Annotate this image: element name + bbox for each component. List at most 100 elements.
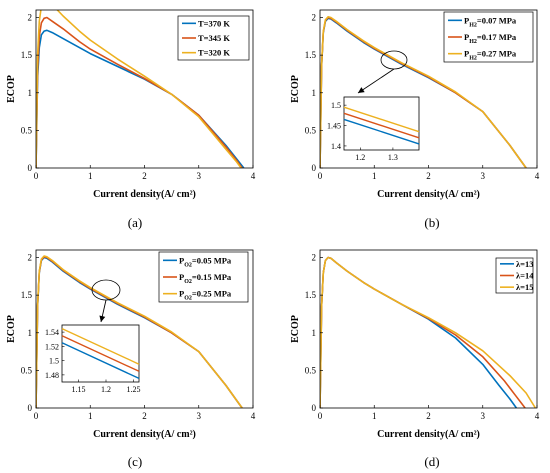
y-tick-label: 2 xyxy=(28,253,33,263)
legend-entry: λ=13 xyxy=(516,259,534,269)
legend-suffix: =0.15 MPa xyxy=(192,272,232,282)
inset-y-tick-label: 1.45 xyxy=(327,122,341,131)
panel-caption: (d) xyxy=(424,454,439,469)
panel-caption: (a) xyxy=(128,215,142,230)
legend-suffix: =0.07 MPa xyxy=(477,15,517,25)
legend-entry: λ=15 xyxy=(516,282,534,292)
x-tick-label: 0 xyxy=(318,171,323,181)
legend-subscript: O2 xyxy=(184,279,192,285)
legend-entry: T=370 K xyxy=(198,18,230,28)
x-tick-label: 1 xyxy=(88,411,93,421)
legend-suffix: =0.05 MPa xyxy=(192,255,232,265)
y-tick-label: 1.5 xyxy=(305,50,317,60)
series-group xyxy=(36,255,243,408)
legend-suffix: =0.17 MPa xyxy=(477,32,517,42)
inset-y-tick-label: 1.5 xyxy=(49,357,59,366)
legend-entry: T=345 K xyxy=(198,33,230,43)
series-line-3 xyxy=(320,16,527,168)
x-tick-label: 4 xyxy=(535,171,540,181)
x-tick-label: 1 xyxy=(372,171,377,181)
x-tick-label: 0 xyxy=(34,171,39,181)
chart-panel-2: 0 1 2 3 4 0 0.5 1 1.5 2 Current density(A/ cm²) ECO… xyxy=(290,9,540,230)
chart-panel-1: 0 1 2 3 4 0 0.5 1 1.5 2 Current density(A/ cm²) ECO… xyxy=(6,9,256,230)
legend-main: P xyxy=(464,15,469,25)
zoom-arrow xyxy=(357,68,395,94)
y-tick-label: 0.5 xyxy=(305,125,317,135)
y-tick-label: 0 xyxy=(312,403,317,413)
y-tick-label: 0 xyxy=(312,163,317,173)
series-line-3 xyxy=(36,255,243,408)
legend-entry: T=320 K xyxy=(198,48,230,58)
zoom-arrowhead xyxy=(99,315,106,322)
x-tick-label: 4 xyxy=(251,411,256,421)
y-tick-label: 1.5 xyxy=(305,290,317,300)
legend-main: P xyxy=(464,32,469,42)
inset-series-line-2 xyxy=(61,335,140,372)
y-tick-label: 1.5 xyxy=(21,290,33,300)
series-line-2 xyxy=(36,16,243,168)
legend-entry: λ=14 xyxy=(516,271,534,281)
x-tick-label: 2 xyxy=(142,171,147,181)
inset-x-tick-label: 1.2 xyxy=(101,385,111,394)
legend-entry: PH2=0.27 MPa xyxy=(464,49,517,62)
y-tick-label: 0.5 xyxy=(21,125,33,135)
x-tick-label: 4 xyxy=(535,411,540,421)
legend-suffix: =0.25 MPa xyxy=(192,289,232,299)
inset-y-tick-label: 1.48 xyxy=(45,371,59,380)
inset-y-tick-label: 1.52 xyxy=(45,342,59,351)
inset-zoom: 1.2 1.3 1.4 1.45 1.5 xyxy=(327,50,420,162)
zoom-arrowhead xyxy=(358,87,365,93)
inset-y-tick-label: 1.54 xyxy=(45,328,59,337)
x-tick-label: 0 xyxy=(34,411,39,421)
legend-subscript: H2 xyxy=(469,56,477,62)
legend-subscript: O2 xyxy=(184,296,192,302)
series-line-3 xyxy=(320,256,537,408)
inset-zoom: 1.15 1.2 1.25 1.48 1.5 1.52 1.54 xyxy=(45,279,141,394)
legend-entry: PH2=0.07 MPa xyxy=(464,15,517,28)
x-axis-label: Current density(A/ cm²) xyxy=(93,429,196,440)
y-tick-label: 0.5 xyxy=(21,365,33,375)
y-tick-label: 1 xyxy=(28,88,33,98)
legend-main: P xyxy=(179,289,184,299)
inset-x-tick-label: 1.2 xyxy=(355,153,365,162)
series-group xyxy=(36,10,245,168)
y-axis-label: ECOP xyxy=(290,315,301,343)
y-tick-label: 2 xyxy=(312,13,317,23)
legend: λ=13 λ=14λ=15 xyxy=(495,257,534,294)
legend-entry: PO2=0.05 MPa xyxy=(179,255,232,268)
legend-entry: PH2=0.17 MPa xyxy=(464,32,517,45)
legend-subscript: O2 xyxy=(184,262,192,268)
inset-y-tick-label: 1.4 xyxy=(331,142,341,151)
x-tick-label: 2 xyxy=(142,411,147,421)
legend: T=370 K T=345 K T=320 K xyxy=(177,15,250,61)
series-line-1 xyxy=(320,256,518,408)
legend-subscript: H2 xyxy=(469,22,477,28)
inset-series-line-2 xyxy=(343,112,420,139)
x-axis-label: Current density(A/ cm²) xyxy=(93,189,196,200)
series-line-3 xyxy=(36,10,242,168)
legend-subscript: H2 xyxy=(469,39,477,45)
y-tick-label: 1 xyxy=(28,328,33,338)
x-tick-label: 1 xyxy=(88,171,93,181)
x-tick-label: 3 xyxy=(481,411,486,421)
x-tick-label: 4 xyxy=(251,171,256,181)
y-tick-label: 0 xyxy=(28,163,33,173)
x-tick-label: 2 xyxy=(426,411,431,421)
x-tick-label: 3 xyxy=(481,171,486,181)
x-tick-label: 2 xyxy=(426,171,431,181)
series-group xyxy=(320,16,527,168)
y-tick-label: 1 xyxy=(312,328,317,338)
series-line-2 xyxy=(320,256,526,408)
legend-main: P xyxy=(179,272,184,282)
inset-series-line-1 xyxy=(343,118,420,145)
x-tick-label: 3 xyxy=(197,171,202,181)
inset-x-tick-label: 1.15 xyxy=(72,385,86,394)
panel-caption: (b) xyxy=(424,215,439,230)
legend-entry: PO2=0.15 MPa xyxy=(179,272,232,285)
x-tick-label: 0 xyxy=(318,411,323,421)
legend-entry: PO2=0.25 MPa xyxy=(179,289,232,302)
inset-series-line-1 xyxy=(61,342,140,380)
